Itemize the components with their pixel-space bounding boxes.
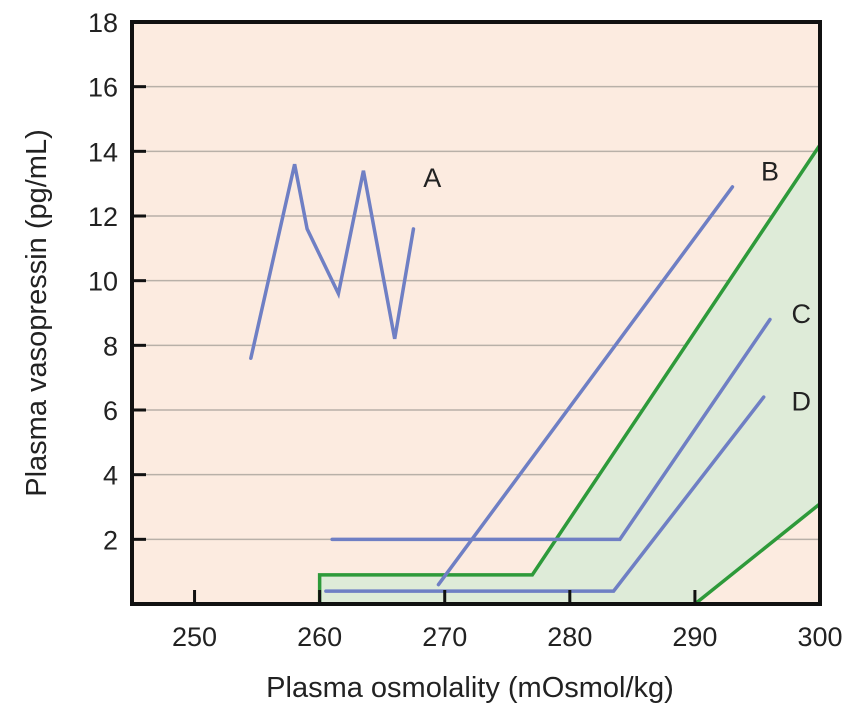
- plot-frame: [130, 20, 822, 606]
- series-line-d: [324, 395, 766, 593]
- y-tick-label-18: 18: [88, 8, 118, 38]
- y-tick-label-12: 12: [88, 202, 118, 232]
- series-label-b: B: [761, 157, 779, 187]
- x-tick-label-300: 300: [797, 622, 842, 652]
- y-tick-label-10: 10: [88, 267, 118, 297]
- x-tick-label-270: 270: [422, 622, 467, 652]
- y-tick-label-6: 6: [103, 396, 118, 426]
- series-label-d: D: [791, 386, 811, 416]
- y-tick-label-8: 8: [103, 331, 118, 361]
- y-tick-label-16: 16: [88, 73, 118, 103]
- x-tick-label-280: 280: [547, 622, 592, 652]
- x-tick-label-260: 260: [297, 622, 342, 652]
- series-line-b: [436, 185, 735, 587]
- series-line-a: [249, 163, 416, 361]
- y-tick-label-14: 14: [88, 137, 118, 167]
- y-axis-title: Plasma vasopressin (pg/mL): [21, 129, 53, 496]
- series-label-a: A: [423, 163, 441, 193]
- y-tick-label-4: 4: [103, 461, 118, 491]
- series-lines: [249, 163, 772, 593]
- x-axis-ticks: 250 260 270 280 290 300: [172, 590, 843, 652]
- y-axis-ticks: 2 4 6 8 10 12 14 16 18: [88, 8, 146, 555]
- x-tick-label-250: 250: [172, 622, 217, 652]
- series-line-c: [330, 317, 772, 542]
- series-label-c: C: [791, 299, 811, 329]
- y-tick-label-2: 2: [103, 525, 118, 555]
- x-tick-label-290: 290: [672, 622, 717, 652]
- x-axis-title: Plasma osmolality (mOsmol/kg): [266, 672, 674, 704]
- series-labels: A B C D: [423, 157, 811, 417]
